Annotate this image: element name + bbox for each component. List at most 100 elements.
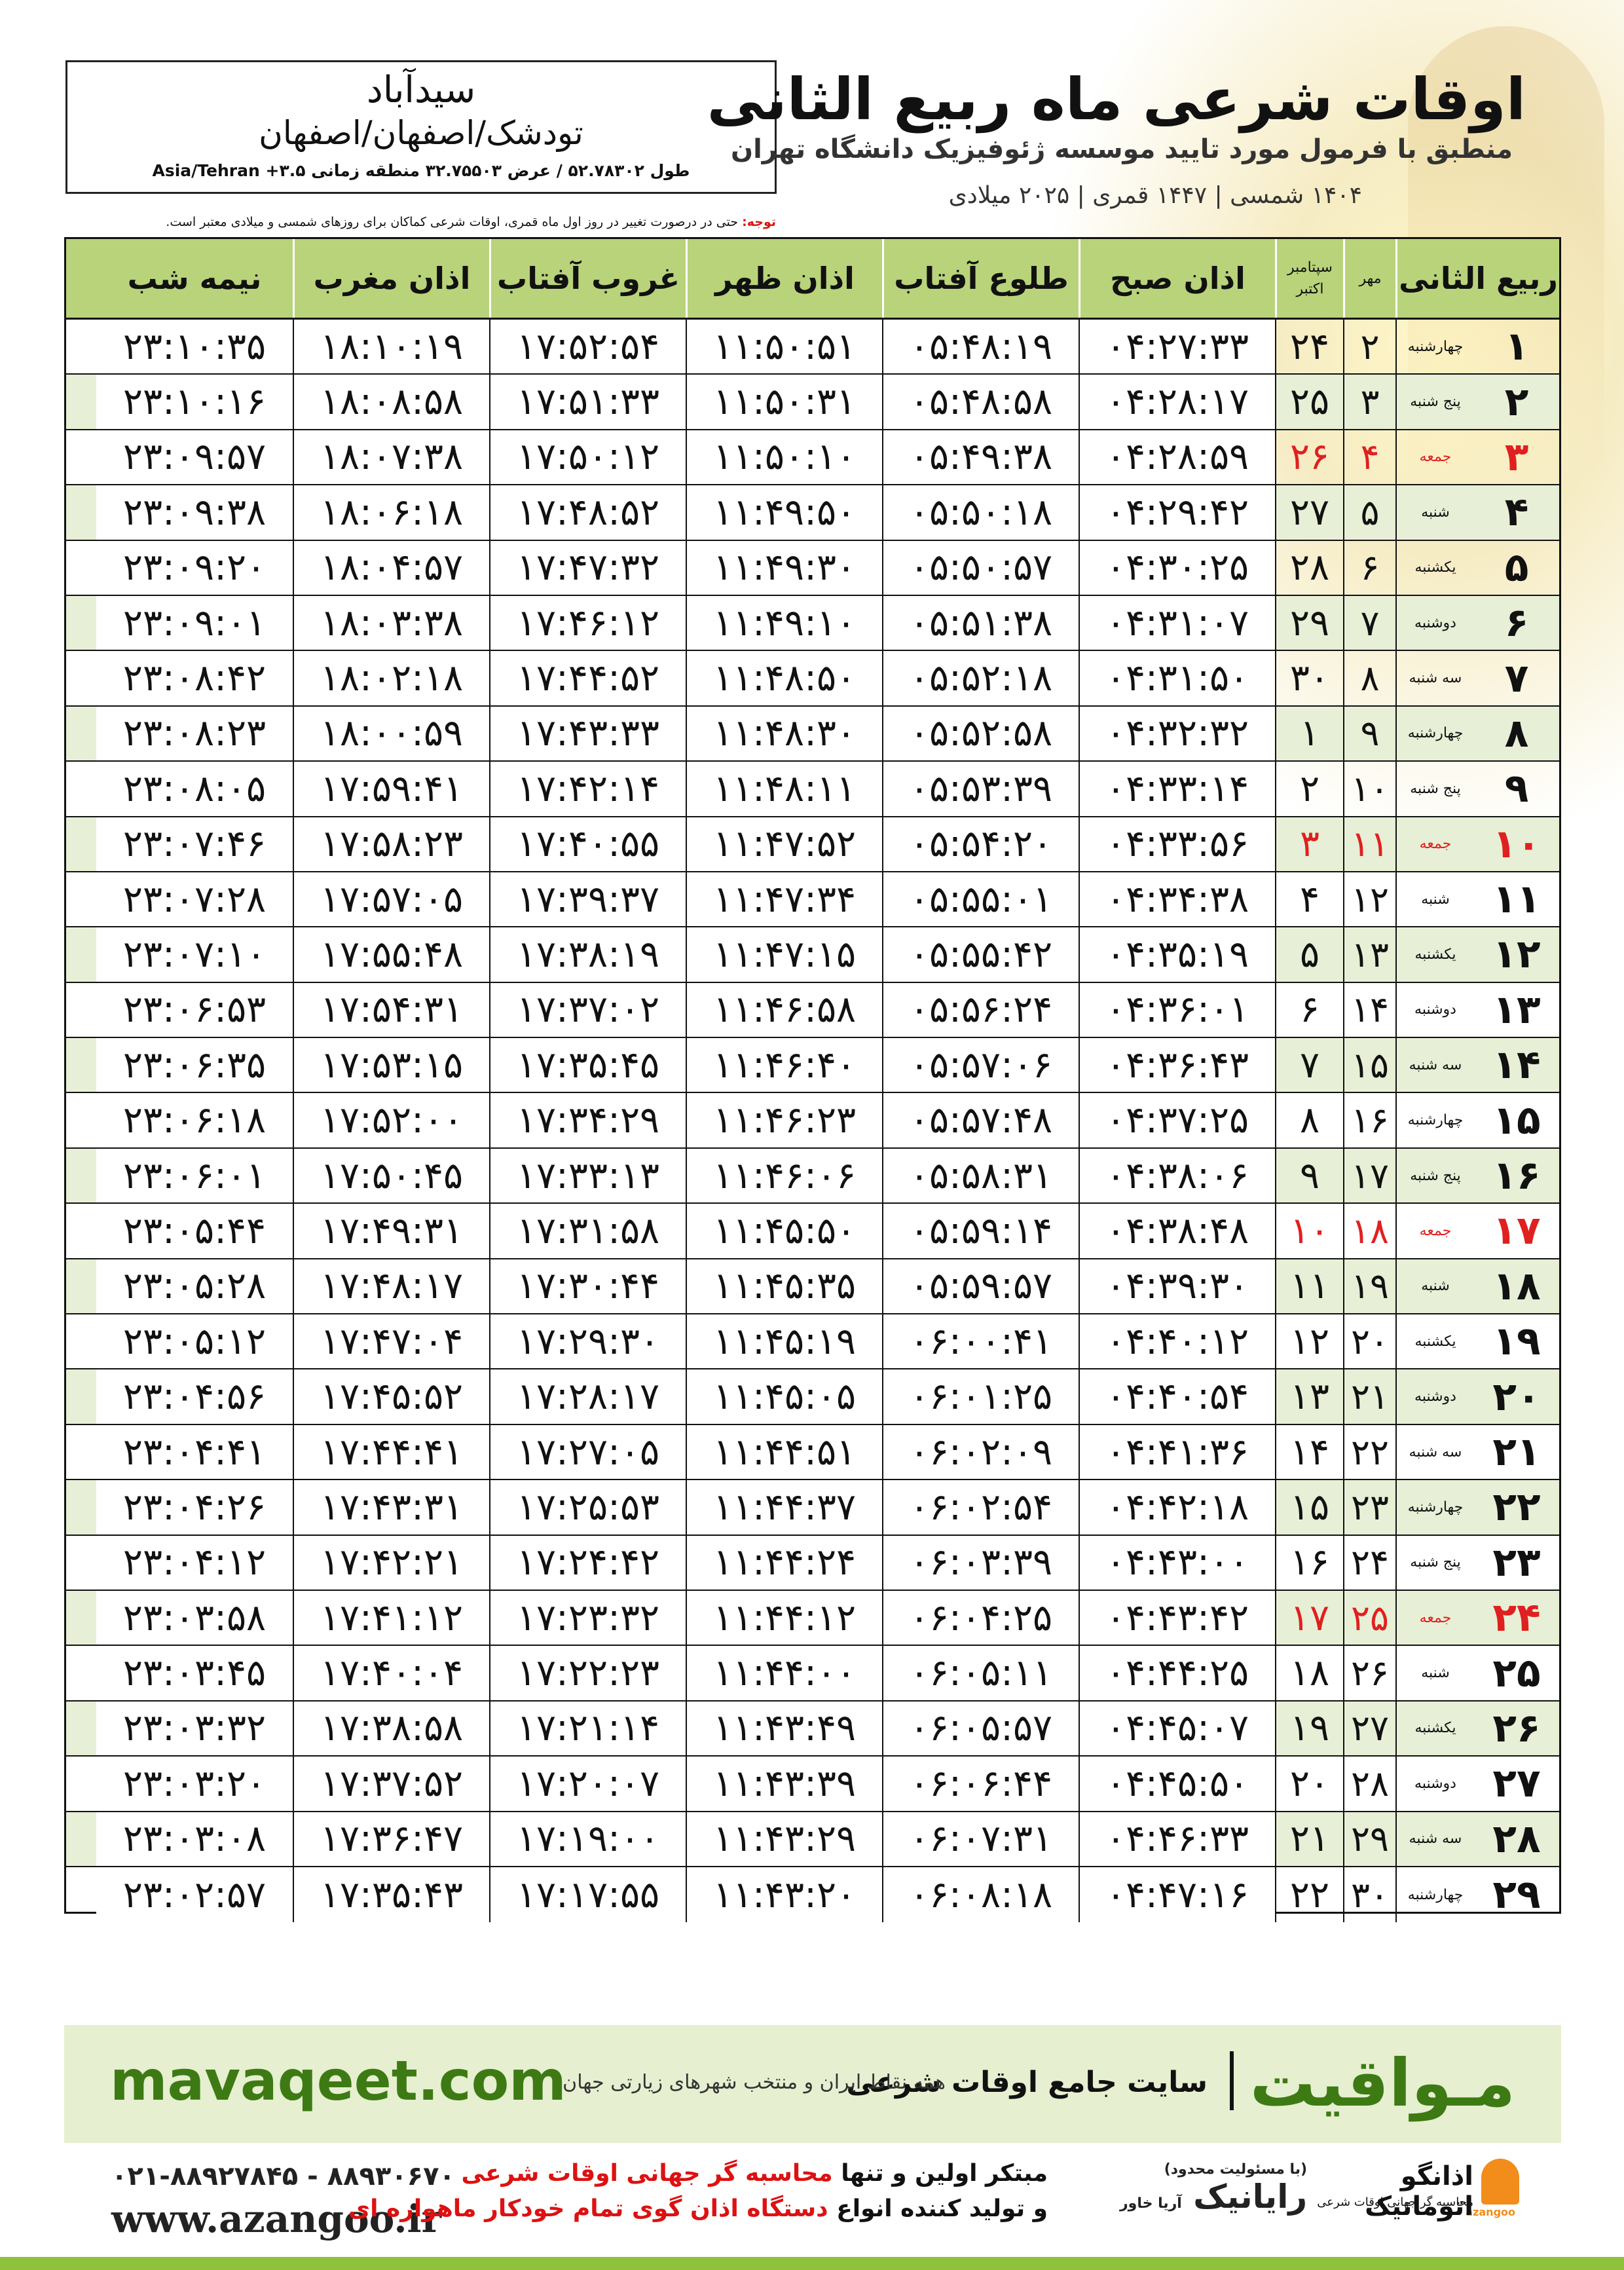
- gregorian-day: ۱۹: [1275, 1701, 1343, 1756]
- weekday: جمعه: [1395, 1204, 1474, 1258]
- weekday: شنبه: [1395, 1646, 1474, 1700]
- shamsi-day: ۱۷: [1343, 1148, 1395, 1203]
- maghrib-time: ۱۷:۳۸:۵۸: [293, 1701, 489, 1756]
- gregorian-day: ۳: [1275, 817, 1343, 871]
- sunset-time: ۱۷:۲۲:۲۳: [489, 1646, 686, 1700]
- midnight-time: ۲۳:۱۰:۳۵: [96, 320, 293, 374]
- shamsi-day: ۹: [1343, 706, 1395, 761]
- phone-numbers: ۰۲۱-۸۸۹۲۷۸۴۵ - ۸۸۹۳۰۶۷۰: [111, 2161, 455, 2191]
- weekday: یکشنبه: [1395, 540, 1474, 595]
- shamsi-day: ۷: [1343, 595, 1395, 650]
- table-row: ۱۸ شنبه ۱۹ ۱۱ ۰۴:۳۹:۳۰ ۰۵:۵۹:۵۷ ۱۱:۴۵:۳۵ ۱۷:۳۰:…: [66, 1259, 1559, 1315]
- table-row: ۷ سه شنبه ۸ ۳۰ ۰۴:۳۱:۵۰ ۰۵:۵۲:۱۸ ۱۱:۴۸:۵۰ ۱۷:۴۴…: [66, 651, 1559, 707]
- sunset-time: ۱۷:۲۹:۳۰: [489, 1314, 686, 1369]
- midnight-time: ۲۳:۰۳:۳۲: [96, 1701, 293, 1756]
- gregorian-day: ۶: [1275, 982, 1343, 1037]
- fajr-time: ۰۴:۳۳:۱۴: [1079, 762, 1275, 816]
- sunset-time: ۱۷:۱۷:۵۵: [489, 1867, 686, 1923]
- header-september: سپتامبر: [1287, 259, 1333, 276]
- azangoo-logo: azangoo اذانگو اتوماتیک محاسبه گر جهانی …: [1303, 2159, 1519, 2224]
- table-row: ۲۲ چهارشنبه ۲۳ ۱۵ ۰۴:۴۲:۱۸ ۰۶:۰۲:۵۴ ۱۱:۴۴:۳۷ ۱۷…: [66, 1480, 1559, 1536]
- table-row: ۲۵ شنبه ۲۶ ۱۸ ۰۴:۴۴:۲۵ ۰۶:۰۵:۱۱ ۱۱:۴۴:۰۰ ۱۷:۲۲:…: [66, 1646, 1559, 1702]
- hijri-day: ۱۳: [1492, 986, 1541, 1033]
- dhuhr-time: ۱۱:۴۸:۵۰: [686, 651, 882, 705]
- weekday: دوشنبه: [1395, 982, 1474, 1037]
- shamsi-day: ۲۰: [1343, 1314, 1395, 1369]
- sunset-time: ۱۷:۳۱:۵۸: [489, 1204, 686, 1258]
- gregorian-day: ۱۵: [1275, 1480, 1343, 1535]
- banner-subtagline: همه نقاط ایران و منتخب شهرهای زیارتی جها…: [563, 2071, 946, 2094]
- sunrise-time: ۰۵:۵۵:۴۲: [882, 927, 1079, 982]
- table-row: ۲۷ دوشنبه ۲۸ ۲۰ ۰۴:۴۵:۵۰ ۰۶:۰۶:۴۴ ۱۱:۴۳:۳۹ ۱۷:۲…: [66, 1757, 1559, 1812]
- shamsi-day: ۳: [1343, 375, 1395, 429]
- hijri-day: ۲۷: [1492, 1760, 1541, 1807]
- fajr-time: ۰۴:۳۸:۴۸: [1079, 1204, 1275, 1258]
- weekday: پنج شنبه: [1395, 1148, 1474, 1203]
- dhuhr-time: ۱۱:۴۳:۲۰: [686, 1867, 882, 1923]
- dhuhr-time: ۱۱:۴۴:۵۱: [686, 1424, 882, 1479]
- dhuhr-time: ۱۱:۵۰:۱۰: [686, 430, 882, 485]
- maghrib-time: ۱۷:۴۰:۰۴: [293, 1646, 489, 1700]
- hijri-day: ۱۸: [1492, 1263, 1541, 1309]
- gregorian-day: ۷: [1275, 1038, 1343, 1092]
- hijri-day: ۲۲: [1492, 1484, 1541, 1531]
- dhuhr-time: ۱۱:۴۵:۵۰: [686, 1204, 882, 1258]
- sunrise-time: ۰۵:۵۰:۱۸: [882, 485, 1079, 540]
- midnight-time: ۲۳:۰۹:۰۱: [96, 595, 293, 650]
- weekday: پنج شنبه: [1395, 375, 1474, 429]
- shamsi-day: ۱۸: [1343, 1204, 1395, 1258]
- mavaqeet-url[interactable]: mavaqeet.com: [110, 2049, 566, 2113]
- dhuhr-time: ۱۱:۴۵:۱۹: [686, 1314, 882, 1369]
- shamsi-day: ۱۶: [1343, 1093, 1395, 1147]
- maghrib-time: ۱۷:۵۵:۴۸: [293, 927, 489, 982]
- weekday: دوشنبه: [1395, 595, 1474, 650]
- hijri-day: ۱۹: [1492, 1318, 1541, 1365]
- header-gregorian: سپتامبر اکتبر: [1275, 239, 1343, 318]
- hijri-day: ۳: [1504, 434, 1529, 480]
- sunrise-time: ۰۵:۴۸:۵۸: [882, 375, 1079, 429]
- weekday: شنبه: [1395, 1259, 1474, 1314]
- sunrise-time: ۰۶:۰۲:۵۴: [882, 1480, 1079, 1535]
- midnight-time: ۲۳:۰۳:۴۵: [96, 1646, 293, 1700]
- fajr-time: ۰۴:۳۵:۱۹: [1079, 927, 1275, 982]
- weekday: چهارشنبه: [1395, 320, 1474, 374]
- sunset-time: ۱۷:۲۵:۵۳: [489, 1480, 686, 1535]
- fajr-time: ۰۴:۴۶:۳۳: [1079, 1812, 1275, 1866]
- maghrib-time: ۱۷:۵۲:۰۰: [293, 1093, 489, 1147]
- weekday: دوشنبه: [1395, 1369, 1474, 1424]
- fajr-time: ۰۴:۳۱:۰۷: [1079, 595, 1275, 650]
- table-body: ۱ چهارشنبه ۲ ۲۴ ۰۴:۲۷:۳۳ ۰۵:۴۸:۱۹ ۱۱:۵۰:۵۱ ۱۷:۵…: [66, 320, 1559, 1923]
- fajr-time: ۰۴:۳۱:۵۰: [1079, 651, 1275, 705]
- azangoo-url[interactable]: www.azangoo.ir: [111, 2197, 442, 2241]
- shamsi-day: ۳۰: [1343, 1867, 1395, 1923]
- rayanik-name: رایانیک: [1193, 2178, 1308, 2216]
- weekday: پنج شنبه: [1395, 762, 1474, 816]
- table-row: ۱۱ شنبه ۱۲ ۴ ۰۴:۳۴:۳۸ ۰۵:۵۵:۰۱ ۱۱:۴۷:۳۴ ۱۷:۳۹:۳…: [66, 872, 1559, 928]
- dhuhr-time: ۱۱:۴۶:۴۰: [686, 1038, 882, 1092]
- sunrise-time: ۰۵:۴۹:۳۸: [882, 430, 1079, 485]
- header-dhuhr: اذان ظهر: [686, 239, 882, 318]
- maghrib-time: ۱۷:۵۰:۴۵: [293, 1148, 489, 1203]
- gregorian-day: ۱: [1275, 706, 1343, 761]
- bottom-bar: [0, 2257, 1624, 2270]
- maghrib-time: ۱۸:۰۲:۱۸: [293, 651, 489, 705]
- dhuhr-time: ۱۱:۴۹:۱۰: [686, 595, 882, 650]
- gregorian-day: ۴: [1275, 872, 1343, 927]
- maghrib-time: ۱۸:۰۶:۱۸: [293, 485, 489, 540]
- maghrib-time: ۱۷:۵۸:۲۳: [293, 817, 489, 871]
- fajr-time: ۰۴:۴۵:۵۰: [1079, 1757, 1275, 1811]
- sunset-time: ۱۷:۳۷:۰۲: [489, 982, 686, 1037]
- weekday: یکشنبه: [1395, 1314, 1474, 1369]
- table-row: ۹ پنج شنبه ۱۰ ۲ ۰۴:۳۳:۱۴ ۰۵:۵۳:۳۹ ۱۱:۴۸:۱۱ ۱۷:۴…: [66, 762, 1559, 817]
- maghrib-time: ۱۷:۴۲:۲۱: [293, 1535, 489, 1590]
- gregorian-day: ۲۵: [1275, 375, 1343, 429]
- dhuhr-time: ۱۱:۴۶:۲۳: [686, 1093, 882, 1147]
- fajr-time: ۰۴:۳۷:۲۵: [1079, 1093, 1275, 1147]
- sunset-time: ۱۷:۴۳:۳۳: [489, 706, 686, 761]
- midnight-time: ۲۳:۰۶:۵۳: [96, 982, 293, 1037]
- mavaqeet-banner[interactable]: مـواقیت سایت جامع اوقات شرعی همه نقاط ای…: [64, 2025, 1561, 2143]
- table-row: ۱۹ یکشنبه ۲۰ ۱۲ ۰۴:۴۰:۱۲ ۰۶:۰۰:۴۱ ۱۱:۴۵:۱۹ ۱۷:۲…: [66, 1314, 1559, 1370]
- sunset-time: ۱۷:۳۸:۱۹: [489, 927, 686, 982]
- table-row: ۲۰ دوشنبه ۲۱ ۱۳ ۰۴:۴۰:۵۴ ۰۶:۰۱:۲۵ ۱۱:۴۵:۰۵ ۱۷:۲…: [66, 1369, 1559, 1425]
- fajr-time: ۰۴:۴۷:۱۶: [1079, 1867, 1275, 1923]
